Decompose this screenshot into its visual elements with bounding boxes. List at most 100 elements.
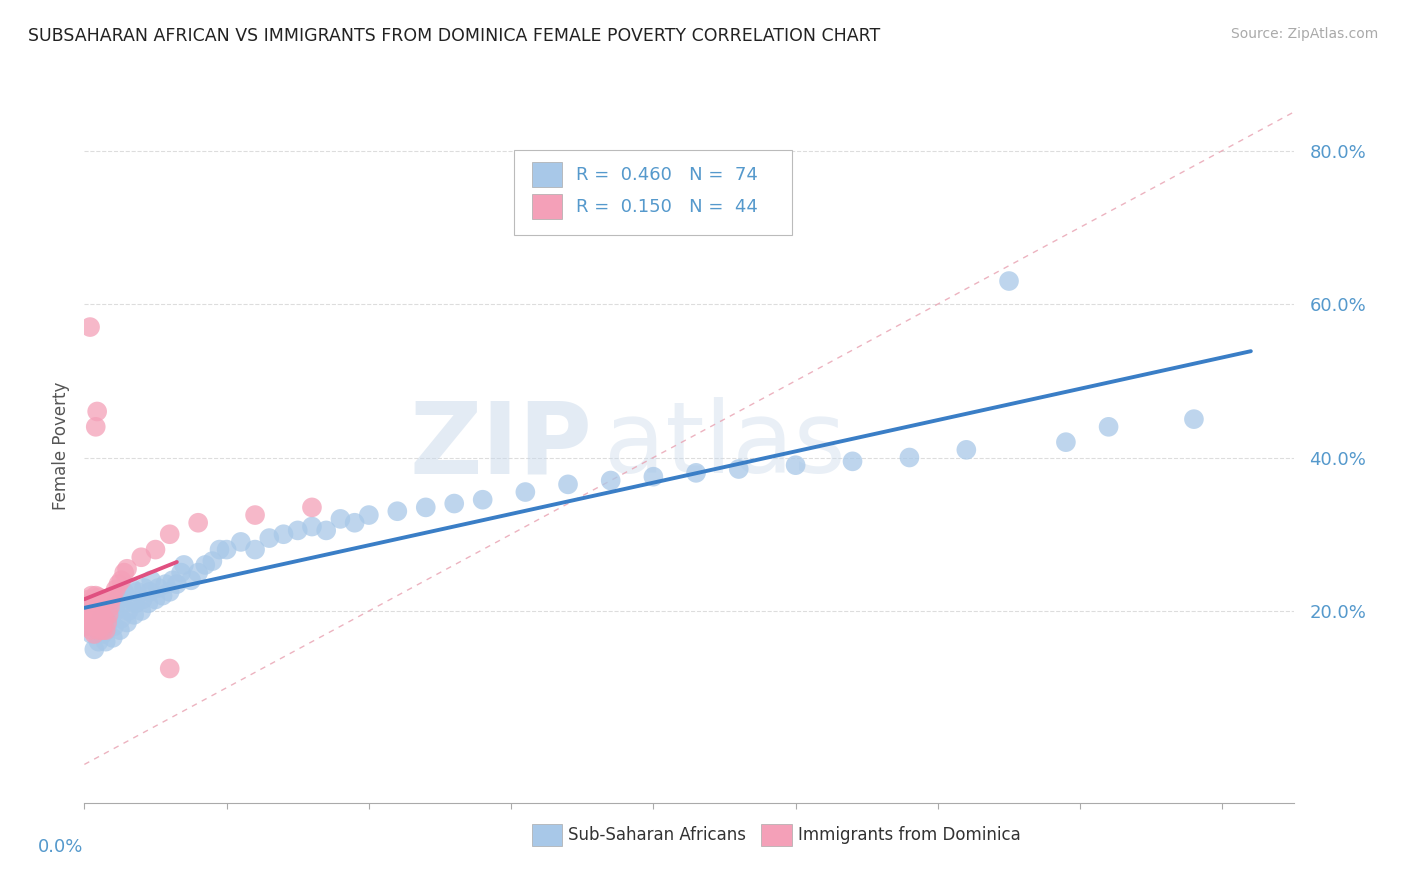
Point: [194, 558, 217, 572]
Point: [76, 619, 98, 633]
Point: [132, 581, 155, 595]
Point: [259, 531, 281, 545]
Point: [139, 584, 162, 599]
Point: [145, 592, 167, 607]
Text: 0.0%: 0.0%: [38, 838, 83, 856]
Point: [112, 566, 135, 580]
Point: [77, 592, 100, 607]
Point: [162, 574, 184, 588]
Text: Immigrants from Dominica: Immigrants from Dominica: [797, 826, 1021, 844]
Point: [1097, 419, 1119, 434]
Point: [83, 642, 105, 657]
Point: [155, 577, 177, 591]
Text: Sub-Saharan Africans: Sub-Saharan Africans: [568, 826, 747, 844]
Bar: [531, 162, 562, 187]
Point: [93, 612, 115, 626]
Point: [173, 558, 195, 572]
Point: [91, 623, 114, 637]
Point: [138, 596, 160, 610]
Text: atlas: atlas: [605, 398, 846, 494]
Point: [471, 492, 494, 507]
Point: [115, 615, 138, 630]
Point: [87, 590, 110, 604]
Point: [104, 604, 127, 618]
Point: [87, 634, 110, 648]
Point: [103, 619, 125, 633]
Point: [100, 592, 122, 607]
Point: [112, 584, 135, 599]
Point: [180, 574, 202, 588]
Point: [1182, 412, 1205, 426]
Point: [108, 623, 131, 637]
Point: [145, 542, 167, 557]
Point: [955, 442, 977, 457]
Point: [110, 574, 132, 588]
Point: [80, 589, 103, 603]
Point: [131, 592, 153, 607]
FancyBboxPatch shape: [513, 150, 792, 235]
Point: [215, 542, 238, 557]
Point: [117, 604, 139, 618]
Point: [86, 596, 108, 610]
Point: [201, 554, 224, 568]
Point: [80, 607, 103, 622]
Point: [96, 623, 118, 637]
Point: [387, 504, 409, 518]
Point: [84, 604, 107, 618]
Point: [208, 542, 231, 557]
Point: [727, 462, 749, 476]
Point: [105, 592, 128, 607]
Point: [82, 615, 104, 630]
Point: [96, 615, 118, 630]
Point: [120, 581, 142, 595]
Bar: [531, 824, 562, 846]
Point: [129, 604, 152, 618]
Point: [1054, 435, 1077, 450]
Text: SUBSAHARAN AFRICAN VS IMMIGRANTS FROM DOMINICA FEMALE POVERTY CORRELATION CHART: SUBSAHARAN AFRICAN VS IMMIGRANTS FROM DO…: [28, 27, 880, 45]
Point: [110, 612, 132, 626]
Point: [122, 607, 145, 622]
Point: [166, 577, 188, 591]
Point: [98, 607, 121, 622]
Point: [83, 610, 105, 624]
Point: [643, 469, 665, 483]
Point: [101, 631, 124, 645]
Point: [94, 623, 117, 637]
Point: [301, 519, 323, 533]
Point: [315, 524, 337, 538]
Point: [90, 619, 112, 633]
Point: [104, 582, 127, 597]
Point: [89, 613, 111, 627]
Point: [443, 497, 465, 511]
Point: [79, 612, 101, 626]
Point: [115, 562, 138, 576]
Point: [84, 619, 107, 633]
Point: [80, 623, 103, 637]
Point: [287, 524, 309, 538]
Point: [90, 600, 112, 615]
Point: [898, 450, 921, 465]
Point: [82, 600, 104, 615]
Point: [187, 566, 209, 580]
Point: [159, 661, 181, 675]
Point: [329, 512, 352, 526]
Point: [89, 598, 111, 612]
Point: [83, 592, 105, 607]
Bar: [531, 194, 562, 219]
Point: [685, 466, 707, 480]
Point: [84, 419, 107, 434]
Point: [79, 320, 101, 334]
Point: [515, 485, 537, 500]
Point: [87, 606, 110, 620]
Text: R =  0.150   N =  44: R = 0.150 N = 44: [576, 198, 758, 216]
Point: [111, 596, 134, 610]
Point: [785, 458, 807, 473]
Point: [357, 508, 380, 522]
Point: [273, 527, 295, 541]
Point: [343, 516, 366, 530]
Point: [94, 634, 117, 648]
Point: [998, 274, 1021, 288]
Point: [152, 589, 174, 603]
Point: [187, 516, 209, 530]
Point: [415, 500, 437, 515]
